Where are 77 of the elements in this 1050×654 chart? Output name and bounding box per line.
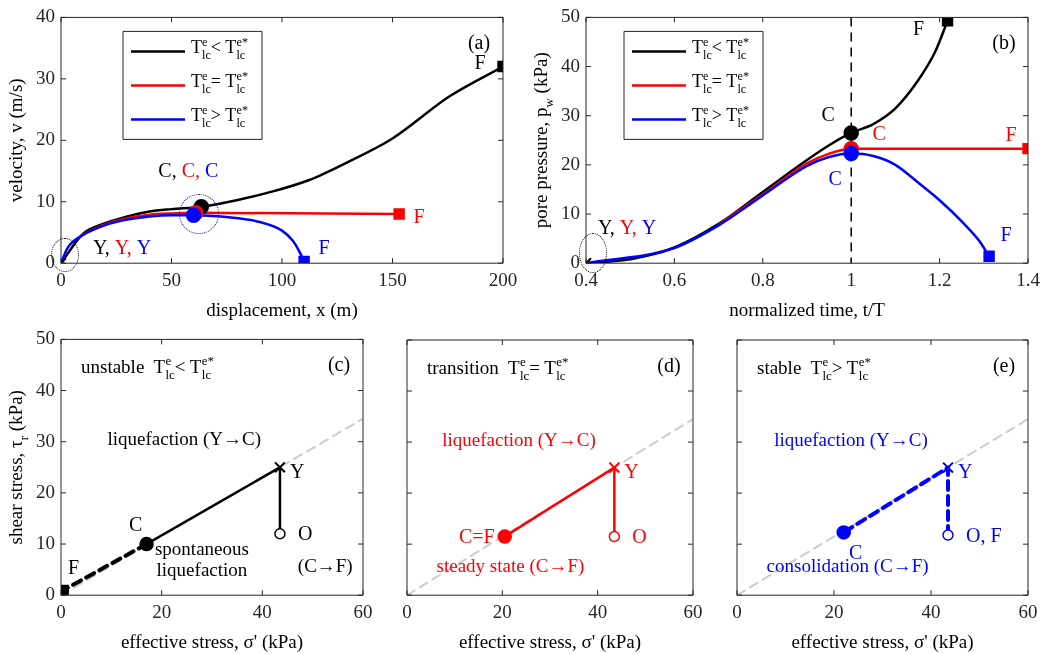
y-tick-label: 20 <box>561 152 580 174</box>
x-tick-label: 40 <box>588 600 608 622</box>
y-tick-label: 50 <box>561 5 580 27</box>
x-tick-label: 60 <box>1018 600 1038 622</box>
x-tick-label: 60 <box>353 600 373 622</box>
y-tick-label: 30 <box>36 429 55 451</box>
data-label: Y, Y, Y <box>598 215 657 238</box>
x-axis-title: effective stress, σ' (kPa) <box>120 631 304 653</box>
data-label: C <box>205 159 219 182</box>
x-tick-label: 0 <box>732 600 742 622</box>
data-label: F <box>1005 123 1017 146</box>
x-axis-title: normalized time, t/T <box>729 299 886 320</box>
text: (a) <box>467 31 491 55</box>
x-tick-label: 40 <box>252 600 272 622</box>
data-label: Y <box>624 460 639 483</box>
x-tick-label: 20 <box>824 600 844 622</box>
text: (b) <box>992 31 1016 55</box>
x-tick-label: 0.6 <box>662 268 687 290</box>
x-tick-label: 150 <box>378 268 407 290</box>
x-tick-label: 200 <box>488 268 518 290</box>
data-label: C <box>821 102 835 125</box>
data-label: F <box>912 17 925 40</box>
x-axis-title: effective stress, σ' (kPa) <box>458 631 642 653</box>
y-tick-label: 30 <box>36 66 55 88</box>
data-label: Y <box>957 460 973 483</box>
y-tick-label: 10 <box>561 202 580 224</box>
data-label: C <box>128 512 143 535</box>
data-label: C, <box>158 159 177 182</box>
y-tick-label: 20 <box>36 128 55 150</box>
annotation: (C→F) <box>297 555 353 578</box>
y-tick-label: 0 <box>45 251 55 273</box>
data-label: Y <box>289 459 305 482</box>
y-tick-label: 40 <box>36 5 55 27</box>
y-tick-label: 40 <box>561 54 580 76</box>
x-tick-label: 1.4 <box>1016 268 1041 290</box>
x-tick-label: 1.2 <box>927 268 952 290</box>
y-axis-title: velocity, v (m/s) <box>5 78 27 203</box>
data-label: F <box>1000 222 1012 245</box>
text: (c) <box>327 353 351 377</box>
data-label: O <box>632 525 647 548</box>
y-tick-label: 0 <box>45 583 55 605</box>
x-tick-label: 0 <box>402 600 412 622</box>
text: (d) <box>657 354 681 377</box>
y-tick-label: 50 <box>36 327 55 349</box>
x-axis-title: displacement, x (m) <box>206 299 358 321</box>
annotation: spontaneous liquefaction <box>154 538 249 581</box>
x-tick-label: 20 <box>152 600 172 622</box>
x-axis-title: effective stress, σ' (kPa) <box>791 631 974 653</box>
y-tick-label: 40 <box>36 378 55 400</box>
annotation: steady state (C→F) <box>436 555 585 578</box>
x-tick-label: 20 <box>492 600 512 622</box>
x-tick-label: 100 <box>267 268 297 290</box>
data-label: F <box>67 555 80 578</box>
annotation: liquefaction (Y→C) <box>774 428 928 451</box>
text: (e) <box>992 354 1016 377</box>
x-tick-label: 50 <box>162 268 181 290</box>
annotation: liquefaction (Y→C) <box>107 428 262 451</box>
x-tick-label: 40 <box>921 600 941 622</box>
data-label: C, <box>181 159 201 182</box>
data-label: Y, Y, Y <box>93 235 152 258</box>
data-label: C <box>828 167 842 190</box>
data-label: C=F <box>458 525 495 548</box>
data-label: O <box>297 522 313 545</box>
y-tick-label: 10 <box>36 532 55 554</box>
x-tick-label: 60 <box>683 600 703 622</box>
annotation: liquefaction (Y→C) <box>442 428 596 451</box>
data-label: C <box>872 122 886 145</box>
data-label: O, F <box>965 523 1002 546</box>
y-tick-label: 10 <box>36 189 55 211</box>
y-axis-title: shear stress, τr (kPa) <box>5 390 31 545</box>
x-tick-label: 1 <box>846 268 856 290</box>
data-label: F <box>318 235 330 258</box>
x-tick-label: 0.8 <box>750 268 775 290</box>
y-tick-label: 20 <box>36 480 55 502</box>
y-axis-title: pore pressure, pw (kPa) <box>530 52 556 229</box>
y-tick-label: 30 <box>561 103 580 125</box>
data-label: F <box>413 204 425 227</box>
